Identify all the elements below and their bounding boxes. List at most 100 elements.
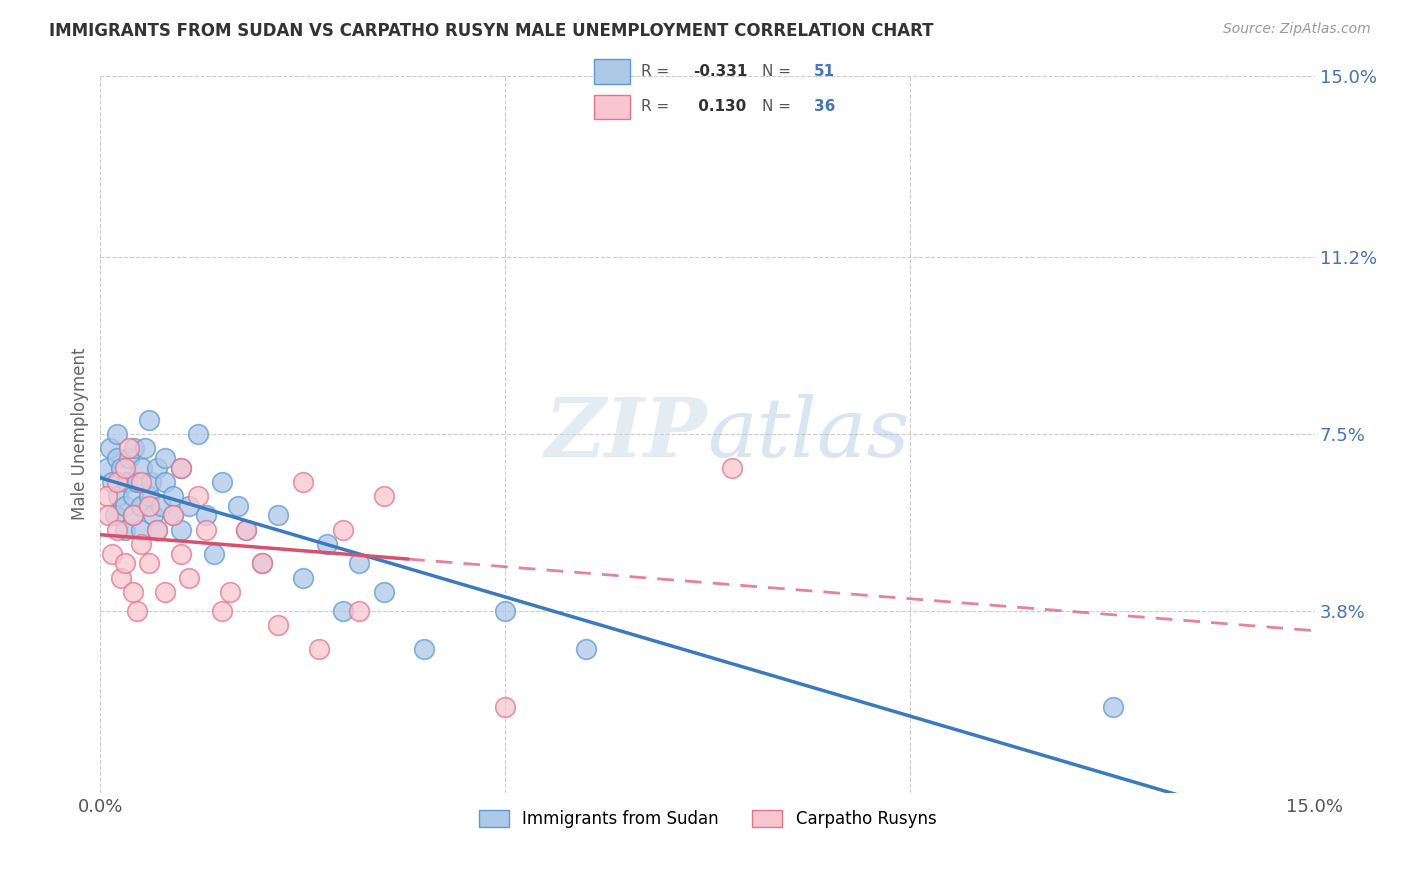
- Point: [96, 460, 118, 475]
- Text: IMMIGRANTS FROM SUDAN VS CARPATHO RUSYN MALE UNEMPLOYMENT CORRELATION CHART: IMMIGRANTS FROM SUDAN VS CARPATHO RUSYN …: [49, 22, 934, 40]
- Point: [291, 570, 314, 584]
- Point: [308, 642, 330, 657]
- Point: [721, 460, 744, 475]
- Point: [129, 537, 152, 551]
- Point: [170, 523, 193, 537]
- Point: [105, 523, 128, 537]
- Point: [107, 489, 129, 503]
- Point: [138, 499, 160, 513]
- Point: [114, 556, 136, 570]
- Point: [150, 499, 173, 513]
- Point: [194, 523, 217, 537]
- Point: [186, 489, 208, 503]
- Point: [124, 442, 146, 456]
- Point: [153, 475, 176, 489]
- Point: [179, 570, 201, 584]
- Point: [316, 537, 339, 551]
- Text: -0.331: -0.331: [693, 64, 748, 79]
- Point: [121, 508, 143, 523]
- Point: [97, 508, 120, 523]
- Text: R =: R =: [641, 64, 669, 79]
- Point: [142, 508, 165, 523]
- Point: [118, 450, 141, 465]
- Point: [235, 523, 257, 537]
- Point: [129, 523, 152, 537]
- Text: 51: 51: [814, 64, 835, 79]
- Point: [211, 475, 233, 489]
- Text: 0.130: 0.130: [693, 99, 747, 114]
- Point: [373, 489, 395, 503]
- Point: [332, 523, 354, 537]
- Point: [125, 604, 148, 618]
- Point: [101, 547, 124, 561]
- Point: [349, 556, 371, 570]
- Point: [219, 585, 242, 599]
- Point: [291, 475, 314, 489]
- Point: [115, 475, 138, 489]
- Point: [104, 508, 127, 523]
- Point: [170, 547, 193, 561]
- Point: [162, 508, 184, 523]
- Point: [129, 475, 152, 489]
- Text: ZIP: ZIP: [546, 394, 707, 474]
- Point: [252, 556, 274, 570]
- Text: atlas: atlas: [707, 394, 910, 474]
- Point: [211, 604, 233, 618]
- Point: [138, 413, 160, 427]
- Point: [96, 489, 118, 503]
- Point: [129, 499, 152, 513]
- Legend: Immigrants from Sudan, Carpatho Rusyns: Immigrants from Sudan, Carpatho Rusyns: [472, 803, 943, 835]
- Point: [118, 442, 141, 456]
- Point: [98, 442, 121, 456]
- Text: N =: N =: [762, 99, 790, 114]
- Y-axis label: Male Unemployment: Male Unemployment: [72, 348, 89, 520]
- Point: [146, 523, 169, 537]
- Point: [267, 508, 290, 523]
- Text: 36: 36: [814, 99, 835, 114]
- Point: [131, 460, 153, 475]
- Bar: [595, 95, 630, 119]
- Point: [121, 585, 143, 599]
- Point: [179, 499, 201, 513]
- Point: [413, 642, 436, 657]
- Point: [105, 475, 128, 489]
- Bar: [595, 60, 630, 84]
- Point: [101, 475, 124, 489]
- Point: [194, 508, 217, 523]
- Point: [105, 427, 128, 442]
- Point: [110, 570, 132, 584]
- Point: [267, 618, 290, 632]
- Point: [332, 604, 354, 618]
- Point: [138, 489, 160, 503]
- Point: [121, 489, 143, 503]
- Point: [162, 508, 184, 523]
- Point: [114, 499, 136, 513]
- Point: [125, 475, 148, 489]
- Point: [114, 460, 136, 475]
- Point: [349, 604, 371, 618]
- Point: [494, 699, 516, 714]
- Point: [146, 523, 169, 537]
- Point: [105, 450, 128, 465]
- Point: [170, 460, 193, 475]
- Point: [186, 427, 208, 442]
- Point: [575, 642, 598, 657]
- Point: [494, 604, 516, 618]
- Point: [252, 556, 274, 570]
- Point: [202, 547, 225, 561]
- Point: [139, 475, 162, 489]
- Point: [153, 585, 176, 599]
- Point: [235, 523, 257, 537]
- Point: [170, 460, 193, 475]
- Point: [153, 450, 176, 465]
- Point: [146, 460, 169, 475]
- Point: [1101, 699, 1123, 714]
- Text: N =: N =: [762, 64, 790, 79]
- Point: [162, 489, 184, 503]
- Text: R =: R =: [641, 99, 669, 114]
- Point: [373, 585, 395, 599]
- Point: [134, 442, 156, 456]
- Point: [138, 556, 160, 570]
- Point: [226, 499, 249, 513]
- Point: [114, 523, 136, 537]
